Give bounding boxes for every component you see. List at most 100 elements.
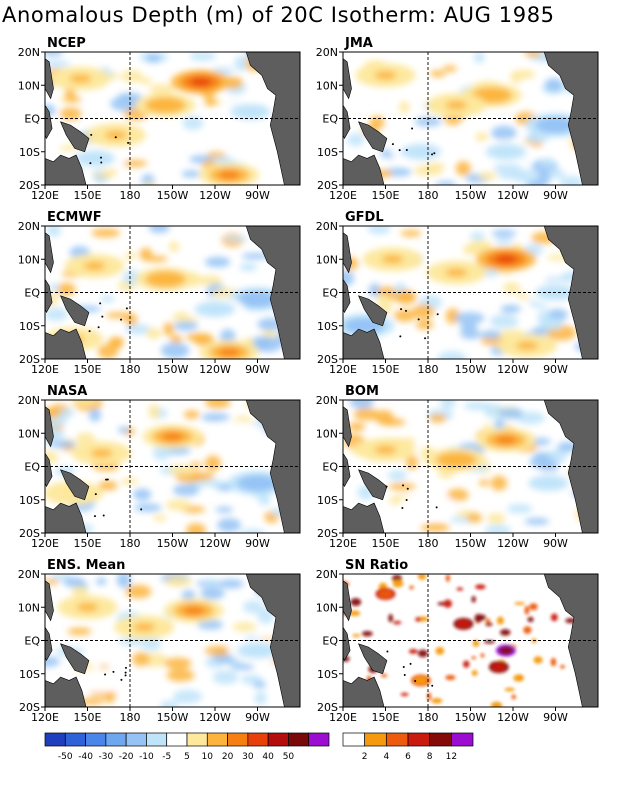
panel-title: SN Ratio [345,558,408,573]
island [401,507,404,510]
island [124,674,127,677]
anomaly-colorbar-label: 10 [202,752,214,762]
map-panel: SN Ratio 120E 150E 180 150W 120W 90W 20N 10N EQ 10… [316,558,599,724]
land-new-guinea [358,469,388,501]
y-tick-label: EQ [322,113,338,126]
snratio-colorbar-swatch [342,732,366,747]
island [402,666,405,669]
island [100,161,103,164]
land-philippines [45,406,54,448]
snratio-colorbar-label: 6 [405,752,411,762]
x-tick-label: 150E [372,189,400,202]
snratio-colorbar-swatch [385,732,409,747]
x-tick-label: 120W [497,363,529,376]
land-philippines [343,580,352,622]
x-tick-label: 150W [157,189,189,202]
x-tick-label: 120E [31,537,59,550]
anomaly-colorbar-label: -5 [162,752,171,762]
land-americas [245,226,300,359]
x-tick-label: 180 [120,363,141,376]
land-sulawesi [45,104,53,140]
land-sulawesi [343,104,351,140]
y-tick-label: 10N [316,253,338,266]
y-tick-label: EQ [24,635,40,648]
anomaly-colorbar-swatch [308,732,330,747]
y-tick-label: 10S [19,320,40,333]
y-tick-label: 20N [18,46,40,59]
anomaly-colorbar-swatch [64,732,86,747]
x-tick-label: 150E [74,189,102,202]
snratio-colorbar-label: 8 [427,752,433,762]
page-title: Anomalous Depth (m) of 20C Isotherm: AUG… [2,3,555,27]
anomaly-field [45,400,300,533]
x-tick-label: 120E [31,711,59,724]
land-sulawesi [343,278,351,314]
land-sulawesi [343,452,351,488]
island [405,148,408,151]
y-tick-label: 10N [316,427,338,440]
x-tick-label: 180 [418,711,439,724]
island [125,307,128,310]
land-australia [343,154,385,185]
land-philippines [343,58,352,100]
island [104,673,107,676]
y-tick-label: EQ [322,635,338,648]
snratio-colorbar-label: 4 [383,752,389,762]
island [435,506,438,509]
x-tick-label: 150W [157,537,189,550]
x-tick-label: 150W [455,363,487,376]
island [399,335,402,338]
land-americas [543,52,598,185]
y-tick-label: 20N [316,394,338,407]
island [99,302,102,305]
panel-title: BOM [345,384,379,399]
x-tick-label: 120E [329,189,357,202]
island [406,487,409,490]
land-new-guinea [358,121,388,153]
x-tick-label: 90W [543,537,568,550]
land-new-guinea [60,643,90,675]
island [102,514,105,517]
y-tick-label: 20S [317,353,338,366]
island [89,162,92,165]
y-tick-label: 10S [317,494,338,507]
island [424,337,427,340]
y-tick-label: 20S [19,353,40,366]
x-tick-label: 90W [245,189,270,202]
island [431,684,434,687]
y-tick-label: 20N [18,568,40,581]
snratio-colorbar-swatch [450,732,474,747]
y-tick-label: 10N [18,601,40,614]
anomaly-colorbar-swatch [85,732,107,747]
island [433,152,436,155]
x-tick-label: 120W [497,537,529,550]
y-tick-label: EQ [24,461,40,474]
x-tick-label: 150E [372,363,400,376]
land-philippines [45,58,54,100]
y-tick-label: 20N [18,394,40,407]
land-australia [45,154,87,185]
y-tick-label: EQ [322,287,338,300]
anomaly-colorbar-swatch [227,732,249,747]
land-australia [45,676,87,707]
x-tick-label: 150W [157,363,189,376]
panel-title: JMA [344,36,373,51]
land-sulawesi [45,278,53,314]
island [97,326,100,329]
x-tick-label: 150E [372,537,400,550]
panel-title: ENS. Mean [47,558,125,573]
land-philippines [45,232,54,274]
land-americas [543,574,598,707]
x-tick-label: 150E [74,711,102,724]
anomaly-colorbar-swatch [267,732,289,747]
x-tick-label: 180 [418,537,439,550]
y-tick-label: 20N [316,220,338,233]
panel-title: GFDL [345,210,384,225]
island [120,318,123,321]
map-panel: BOM 120E 150E 180 150W 120W 90W 20N 10N EQ 10S 20S [316,384,599,550]
island [398,149,401,152]
x-tick-label: 120E [329,363,357,376]
y-tick-label: 10S [317,146,338,159]
island [391,143,394,146]
anomaly-colorbar-swatch [44,732,66,747]
